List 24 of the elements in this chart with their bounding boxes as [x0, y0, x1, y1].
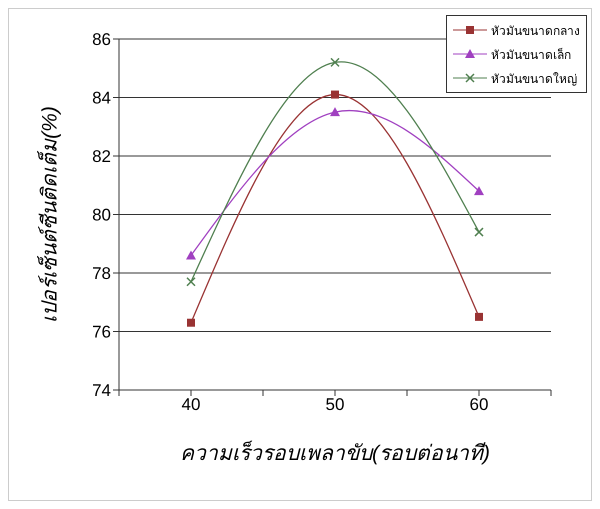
legend-label: หัวมันขนาดเล็ก [491, 46, 571, 64]
point [330, 58, 340, 68]
x-axis-title: ความเร็วรอบเพลาขับ(รอบต่อนาที) [180, 440, 490, 465]
y-tick-label: 86 [92, 30, 111, 50]
y-tick-label: 76 [92, 322, 111, 342]
y-axis-title: เปอร์เซ็นต์ซีนติดเต็ม(%) [36, 106, 62, 323]
x-tick-label: 60 [470, 395, 488, 414]
x-tick-label: 50 [326, 395, 344, 414]
point [330, 107, 340, 116]
point [186, 277, 196, 287]
y-tick-label: 80 [92, 206, 111, 225]
y-tick-label: 74 [92, 381, 111, 400]
x-tick-label: 40 [182, 395, 200, 414]
y-tick-label: 78 [92, 264, 111, 284]
y-tick-label: 84 [92, 88, 111, 108]
point [474, 186, 484, 196]
point [187, 318, 195, 327]
legend-label: หัวมันขนาดใหญ่ [491, 70, 577, 88]
point [474, 227, 484, 237]
y-tick-label: 82 [92, 147, 111, 166]
point [186, 250, 196, 260]
legend-label: หัวมันขนาดกลาง [491, 22, 580, 40]
point [475, 312, 483, 321]
point [331, 90, 339, 99]
